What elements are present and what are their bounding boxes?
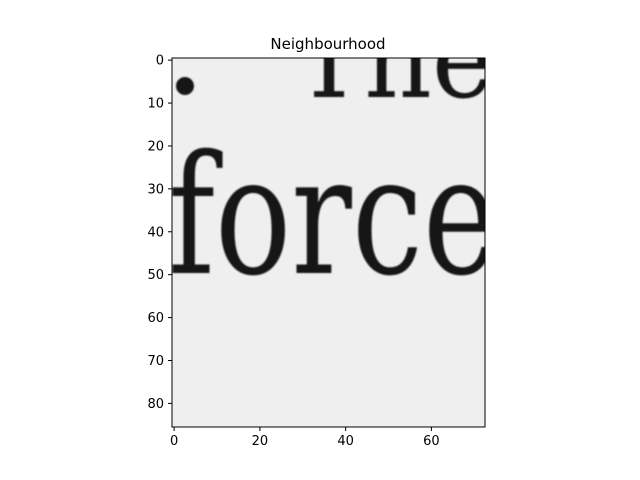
glyph-top-line: The bbox=[294, 0, 494, 124]
y-tick-label: 20 bbox=[147, 139, 164, 154]
y-tick-label: 70 bbox=[147, 354, 164, 369]
x-tick-label: 40 bbox=[337, 434, 354, 449]
y-tick-label: 50 bbox=[147, 268, 164, 283]
axes-frame bbox=[171, 57, 486, 428]
y-tick-label: 40 bbox=[147, 225, 164, 240]
glyph-force-word: force bbox=[168, 120, 498, 312]
x-axis: 0 20 40 60 bbox=[170, 427, 440, 449]
y-tick-label: 60 bbox=[147, 311, 164, 326]
text-glyphs: The force bbox=[168, 0, 498, 312]
x-tick-label: 20 bbox=[252, 434, 269, 449]
x-tick-label: 0 bbox=[170, 434, 178, 449]
y-tick-label: 30 bbox=[147, 182, 164, 197]
chart-title: Neighbourhood bbox=[270, 35, 385, 53]
y-axis: 0 10 20 30 40 50 60 70 80 bbox=[147, 54, 172, 412]
x-tick-label: 60 bbox=[423, 434, 440, 449]
y-tick-label: 10 bbox=[147, 97, 164, 112]
glyph-dot bbox=[176, 77, 194, 95]
image-background bbox=[172, 58, 485, 427]
y-tick-label: 80 bbox=[147, 397, 164, 412]
image-area: The force bbox=[168, 0, 498, 427]
y-tick-label: 0 bbox=[156, 54, 164, 69]
